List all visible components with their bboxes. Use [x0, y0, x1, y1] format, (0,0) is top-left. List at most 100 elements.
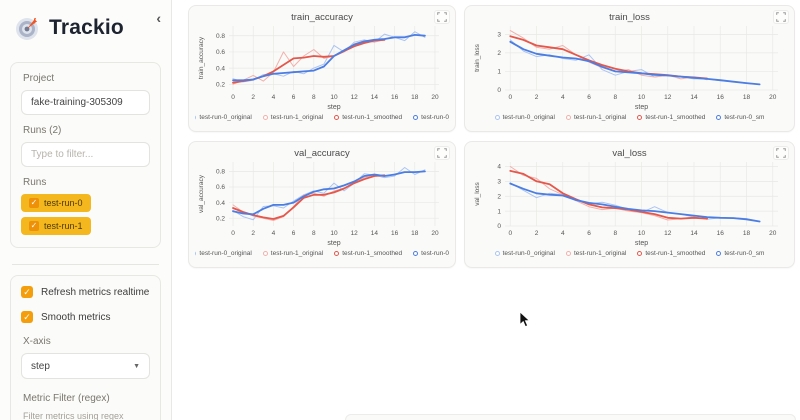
svg-text:4: 4 [497, 164, 501, 171]
legend-item[interactable]: test-run-0_ [413, 114, 449, 121]
checkbox-checked-icon: ✓ [29, 221, 39, 231]
xaxis-select[interactable]: step ▼ [21, 353, 150, 379]
svg-text:16: 16 [717, 94, 725, 101]
chart-plot[interactable]: 0 2 4 6 8 10 12 14 16 18 20 0.2 0.4 0.6 0.8 step val_acc… [195, 159, 449, 247]
svg-text:20: 20 [769, 94, 777, 101]
legend-label: test-run-1_smoothed [645, 250, 706, 257]
svg-text:2: 2 [535, 94, 539, 101]
legend-label: test-run-0_original [199, 250, 252, 257]
expand-chart-button[interactable] [773, 146, 789, 160]
project-panel: Project Runs (2) Runs ✓ test-run-0 ✓ tes… [10, 62, 161, 248]
chart-title: val_accuracy [294, 148, 350, 159]
chart-plot[interactable]: 0 2 4 6 8 10 12 14 16 18 20 0.2 0.4 0.6 0.8 step train_a… [195, 23, 449, 111]
refresh-metrics-checkbox[interactable]: ✓ Refresh metrics realtime [21, 286, 150, 298]
run-chip-test-run-1[interactable]: ✓ test-run-1 [21, 217, 91, 235]
expand-chart-button[interactable] [434, 146, 450, 160]
chevron-left-icon: ‹ [156, 10, 161, 26]
svg-text:2: 2 [251, 230, 255, 237]
legend-label: test-run-0_ [421, 114, 449, 121]
app-title: Trackio [49, 16, 124, 39]
legend-label: test-run-1_original [573, 114, 627, 121]
project-label: Project [23, 73, 55, 84]
svg-text:0: 0 [231, 230, 235, 237]
chart-legend: test-run-0_original test-run-1_original te… [471, 111, 788, 124]
trackio-target-icon [16, 17, 38, 40]
legend-marker-icon [334, 115, 340, 120]
legend-item[interactable]: test-run-1_smoothed [334, 114, 402, 121]
runs-count-label: Runs (2) [23, 125, 62, 136]
svg-text:step: step [327, 104, 340, 111]
svg-text:12: 12 [664, 94, 672, 101]
legend-item[interactable]: test-run-0_original [195, 250, 252, 257]
expand-chart-button[interactable] [434, 10, 450, 24]
legend-item[interactable]: test-run-1_smoothed [637, 114, 705, 121]
legend-item[interactable]: test-run-1_smoothed [637, 250, 705, 257]
svg-text:0: 0 [497, 223, 501, 230]
svg-text:0: 0 [497, 87, 501, 94]
svg-text:1: 1 [497, 208, 501, 215]
legend-item[interactable]: test-run-0_original [494, 250, 555, 257]
legend-item[interactable]: test-run-0_original [494, 114, 555, 121]
legend-marker-icon [262, 115, 268, 120]
svg-text:18: 18 [743, 230, 751, 237]
svg-text:0.6: 0.6 [216, 184, 225, 191]
svg-text:20: 20 [431, 230, 439, 237]
svg-text:20: 20 [769, 230, 777, 237]
legend-label: test-run-1_original [270, 250, 324, 257]
runs-filter-input[interactable] [21, 142, 150, 167]
svg-text:0: 0 [231, 94, 235, 101]
svg-text:14: 14 [371, 94, 379, 101]
metric-filter-help: Filter metrics using regex patterns. Lea… [23, 411, 124, 420]
legend-marker-icon [494, 251, 500, 256]
legend-marker-icon [413, 251, 419, 256]
run-chip-test-run-0[interactable]: ✓ test-run-0 [21, 194, 91, 212]
run-chip-label: test-run-0 [44, 198, 83, 208]
fullscreen-icon [776, 148, 786, 158]
legend-item[interactable]: test-run-1_original [262, 114, 324, 121]
legend-item[interactable]: test-run-1_smoothed [334, 250, 402, 257]
run-chip-label: test-run-1 [44, 221, 83, 231]
svg-text:3: 3 [497, 179, 501, 186]
expand-chart-button[interactable] [773, 10, 789, 24]
legend-item[interactable]: test-run-0_sm [716, 250, 764, 257]
legend-item[interactable]: test-run-1_original [565, 250, 627, 257]
legend-marker-icon [494, 115, 500, 120]
main-area: train_accuracy 0 2 4 6 8 10 12 14 16 18 20 0.2 0.4 0.… [172, 0, 800, 420]
legend-item[interactable]: test-run-0_original [195, 114, 252, 121]
smooth-metrics-checkbox[interactable]: ✓ Smooth metrics [21, 311, 150, 323]
next-panel-peek [345, 414, 796, 420]
fullscreen-icon [776, 12, 786, 22]
svg-text:18: 18 [411, 230, 419, 237]
svg-text:step: step [635, 240, 648, 247]
legend-label: test-run-0_sm [724, 250, 765, 257]
svg-text:8: 8 [613, 94, 617, 101]
project-input[interactable] [21, 90, 150, 115]
legend-label: test-run-1_original [270, 114, 324, 121]
legend-label: test-run-1_original [573, 250, 627, 257]
svg-text:14: 14 [371, 230, 379, 237]
svg-text:8: 8 [613, 230, 617, 237]
svg-text:18: 18 [743, 94, 751, 101]
legend-item[interactable]: test-run-1_original [262, 250, 324, 257]
svg-text:step: step [327, 240, 340, 247]
fullscreen-icon [437, 148, 447, 158]
legend-item[interactable]: test-run-0_sm [716, 114, 764, 121]
svg-text:2: 2 [497, 193, 501, 200]
legend-item[interactable]: test-run-0_ [413, 250, 449, 257]
svg-text:3: 3 [497, 32, 501, 39]
checkbox-checked-icon: ✓ [21, 286, 33, 298]
xaxis-selected-value: step [31, 360, 50, 372]
legend-item[interactable]: test-run-1_original [565, 114, 627, 121]
svg-text:12: 12 [351, 94, 359, 101]
chart-train-accuracy: train_accuracy 0 2 4 6 8 10 12 14 16 18 20 0.2 0.4 0.… [188, 5, 456, 132]
chart-title: val_loss [612, 148, 647, 159]
legend-marker-icon [334, 251, 340, 256]
svg-text:10: 10 [638, 94, 646, 101]
fullscreen-icon [437, 12, 447, 22]
svg-text:4: 4 [272, 230, 276, 237]
sidebar-collapse-button[interactable]: ‹ [150, 8, 167, 28]
svg-text:0.4: 0.4 [216, 65, 225, 72]
svg-text:6: 6 [587, 94, 591, 101]
